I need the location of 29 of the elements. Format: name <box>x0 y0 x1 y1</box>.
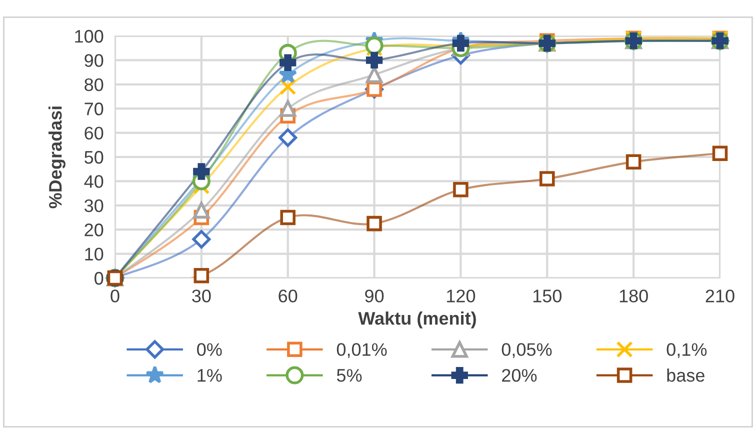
legend-label: 0,05% <box>502 343 552 358</box>
y-tick-label: 0 <box>94 272 104 285</box>
y-tick-label: 40 <box>84 175 104 188</box>
y-tick-label: 60 <box>84 126 104 140</box>
x-tick-label: 120 <box>447 290 476 302</box>
y-tick-label: 90 <box>84 54 104 67</box>
y-axis-title: %Degradasi <box>48 106 66 208</box>
y-tick-label: 50 <box>84 150 104 164</box>
legend-label: 0% <box>197 343 222 356</box>
legend-label: 0,01% <box>336 343 387 358</box>
y-tick-label: 10 <box>85 248 104 261</box>
y-tick-label: 20 <box>84 224 104 236</box>
legend-label: 20% <box>502 368 537 382</box>
x-tick-label: 150 <box>533 290 562 302</box>
x-axis-title: Waktu (menit) <box>358 312 476 328</box>
x-tick-label: 0 <box>110 290 120 302</box>
legend-label: 1% <box>198 369 222 382</box>
x-tick-label: 90 <box>365 290 384 302</box>
x-tick-label: 180 <box>620 290 648 302</box>
y-tick-label: 100 <box>75 30 104 43</box>
x-tick-label: 210 <box>706 290 734 302</box>
y-tick-label: 70 <box>84 102 104 116</box>
x-tick-label: 30 <box>192 290 211 302</box>
legend-label: base <box>667 368 704 382</box>
x-tick-label: 60 <box>278 290 298 302</box>
y-tick-label: 80 <box>84 78 104 92</box>
y-tick-label: 30 <box>84 199 104 212</box>
legend-label: 0,1% <box>666 343 707 358</box>
legend-label: 5% <box>336 369 362 382</box>
